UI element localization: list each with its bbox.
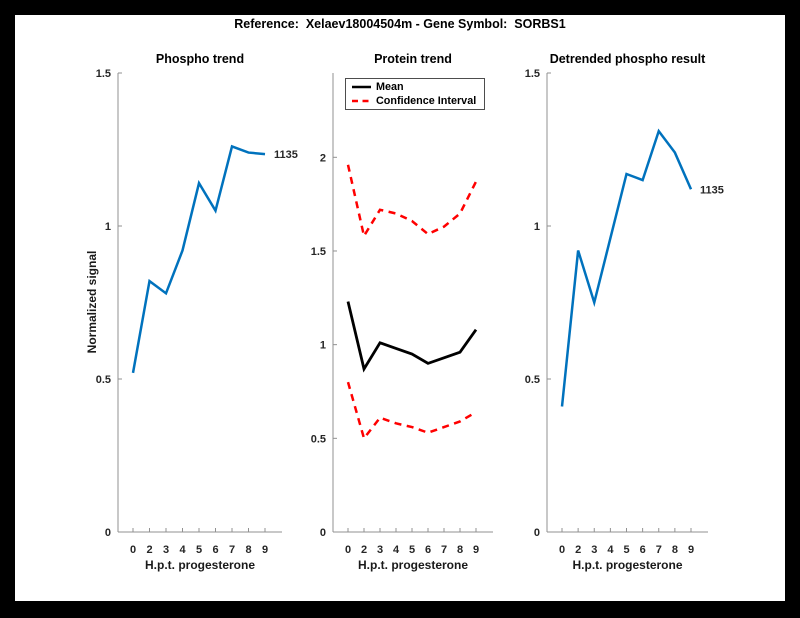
protein-trend-series-confidence-interval-lower (346, 381, 477, 442)
detrended-phospho-result-x-tick-label: 2 (575, 544, 581, 556)
protein-trend-y-tick-label: 1 (320, 340, 326, 352)
protein-trend-x-tick-label: 6 (425, 544, 431, 556)
detrended-phospho-result-x-tick-label: 6 (640, 544, 646, 556)
x-axis-label-2: H.p.t. progesterone (357, 558, 468, 572)
phospho-trend-y-tick-label: 0 (105, 527, 111, 539)
phospho-trend-x-tick-label: 9 (262, 544, 268, 556)
protein-trend-series-mean (346, 301, 478, 373)
protein-trend-x-tick-label: 7 (441, 544, 447, 556)
protein-trend-y-tick-label: 0.5 (311, 433, 326, 445)
phospho-trend-x-tick-label: 8 (245, 544, 251, 556)
phospho-trend-end-label: 1135 (274, 149, 298, 161)
detrended-phospho-result-y-tick-label: 0 (534, 527, 540, 539)
detrended-phospho-result-y-tick-label: 1.5 (525, 68, 540, 80)
confidence-line-sample-icon (352, 99, 371, 103)
x-axis-label-3: H.p.t. progesterone (572, 558, 683, 572)
protein-trend-x-tick-label: 3 (377, 544, 383, 556)
detrended-phospho-result-x-tick-label: 0 (559, 544, 565, 556)
detrended-phospho-result-x-tick-label: 8 (672, 544, 678, 556)
phospho-trend-x-tick-label: 4 (179, 544, 186, 556)
detrended-phospho-result-end-label: 1135 (700, 184, 724, 196)
phospho-trend-series-phospho (131, 144, 266, 374)
legend-box: Mean Confidence Interval (345, 78, 485, 110)
mean-line-sample-icon (352, 85, 371, 89)
legend-label-confidence-interval: Confidence Interval (376, 95, 477, 107)
figure-canvas: Reference: Xelaev18004504m - Gene Symbol… (15, 15, 785, 601)
phospho-trend-x-tick-label: 7 (229, 544, 235, 556)
phospho-trend-y-tick-label: 1 (105, 221, 111, 233)
subplot-title-phospho-trend: Phospho trend (155, 52, 245, 66)
detrended-phospho-result-x-tick-label: 5 (623, 544, 629, 556)
phospho-trend-y-tick-label: 1.5 (96, 68, 111, 80)
detrended-phospho-result-y-tick-label: 0.5 (525, 374, 540, 386)
phospho-trend-y-tick-label: 0.5 (96, 374, 111, 386)
legend-entry-confidence-interval: Confidence Interval (352, 95, 484, 107)
protein-trend-x-tick-label: 5 (409, 544, 415, 556)
detrended-phospho-result-x-tick-label: 3 (591, 544, 597, 556)
detrended-phospho-result-x-tick-label: 4 (607, 544, 614, 556)
detrended-phospho-result-y-tick-label: 1 (534, 221, 540, 233)
phospho-trend-x-tick-label: 2 (146, 544, 152, 556)
protein-trend-y-tick-label: 1.5 (311, 246, 326, 258)
protein-trend-x-tick-label: 8 (457, 544, 463, 556)
detrended-phospho-result-x-tick-label: 7 (656, 544, 662, 556)
protein-trend-x-tick-label: 9 (473, 544, 479, 556)
phospho-trend-x-tick-label: 5 (196, 544, 202, 556)
protein-trend-y-tick-label: 2 (320, 152, 326, 164)
protein-trend-series-confidence-interval-upper (346, 164, 478, 240)
detrended-phospho-result-series-detrended-phospho (560, 128, 693, 407)
subplot-title-detrended-phospho: Detrended phospho result (549, 52, 706, 66)
phospho-trend-x-tick-label: 6 (212, 544, 218, 556)
protein-trend-x-tick-label: 2 (361, 544, 367, 556)
figure-title: Reference: Xelaev18004504m - Gene Symbol… (234, 17, 566, 31)
protein-trend-x-tick-label: 4 (393, 544, 400, 556)
phospho-trend-x-tick-label: 3 (163, 544, 169, 556)
x-axis-label-1: H.p.t. progesterone (144, 558, 255, 572)
protein-trend-y-tick-label: 0 (320, 527, 326, 539)
legend-entry-mean: Mean (352, 81, 484, 93)
protein-trend-x-tick-label: 0 (345, 544, 351, 556)
legend-label-mean: Mean (376, 81, 404, 93)
subplot-title-protein-trend: Protein trend (374, 52, 452, 66)
phospho-trend-x-tick-label: 0 (130, 544, 136, 556)
detrended-phospho-result-x-tick-label: 9 (688, 544, 694, 556)
